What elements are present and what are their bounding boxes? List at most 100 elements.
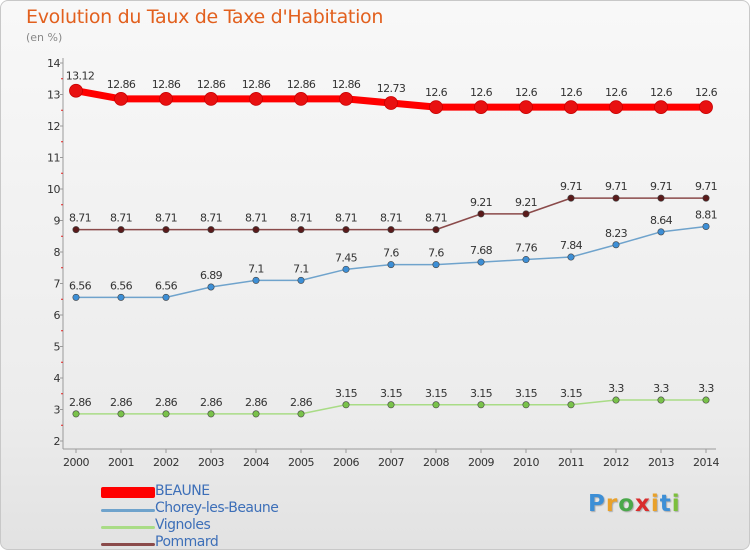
data-point-pommard — [522, 210, 530, 218]
data-point-vignoles — [207, 410, 215, 418]
proxiti-logo: Proxiti — [588, 491, 681, 517]
data-label-pommard: 8.71 — [200, 212, 222, 225]
data-label-pommard: 8.71 — [290, 212, 312, 225]
data-point-beaune — [429, 100, 443, 114]
legend-swatch — [101, 526, 155, 529]
logo-letter: i — [671, 491, 681, 517]
data-point-pommard — [657, 194, 665, 202]
data-label-vignoles: 3.3 — [653, 382, 669, 395]
data-label-chorey-les-beaune: 7.6 — [428, 247, 444, 260]
data-point-pommard — [162, 226, 170, 234]
data-label-vignoles: 2.86 — [155, 396, 178, 409]
data-point-beaune — [609, 100, 623, 114]
data-point-chorey-les-beaune — [162, 293, 170, 301]
data-point-chorey-les-beaune — [522, 256, 530, 264]
data-point-chorey-les-beaune — [432, 261, 440, 269]
logo-letter: P — [588, 491, 606, 517]
data-label-vignoles: 3.15 — [515, 387, 538, 400]
data-label-beaune: 12.86 — [332, 78, 361, 91]
data-point-beaune — [339, 92, 353, 106]
x-tick-label: 2009 — [468, 456, 494, 469]
data-point-beaune — [519, 100, 533, 114]
data-point-pommard — [207, 226, 215, 234]
y-tick-label: 7 — [54, 278, 61, 291]
logo-letter: r — [605, 491, 619, 517]
y-tick-label: 14 — [47, 57, 60, 70]
data-label-vignoles: 3.15 — [470, 387, 493, 400]
data-point-beaune — [69, 83, 83, 98]
data-point-vignoles — [297, 410, 305, 418]
y-tick-label: 11 — [47, 152, 60, 165]
data-label-vignoles: 3.15 — [335, 387, 358, 400]
logo-letter: x — [635, 491, 651, 517]
data-label-beaune: 12.6 — [560, 86, 583, 99]
data-point-vignoles — [432, 401, 440, 409]
y-tick-label: 2 — [54, 435, 61, 448]
data-label-chorey-les-beaune: 7.68 — [470, 244, 493, 257]
data-label-pommard: 9.71 — [650, 180, 672, 193]
data-point-vignoles — [477, 401, 485, 409]
data-label-chorey-les-beaune: 8.81 — [695, 208, 717, 221]
y-tick-label: 4 — [54, 372, 61, 385]
data-label-pommard: 8.71 — [425, 212, 447, 225]
data-point-chorey-les-beaune — [72, 293, 80, 301]
x-tick-label: 2010 — [513, 456, 539, 469]
data-point-vignoles — [72, 410, 80, 418]
data-point-pommard — [387, 226, 395, 234]
data-label-pommard: 8.71 — [245, 212, 267, 225]
data-label-vignoles: 2.86 — [110, 396, 133, 409]
logo-letter: i — [650, 491, 660, 517]
legend-label: Pommard — [155, 534, 219, 550]
data-label-beaune: 12.6 — [515, 86, 538, 99]
data-point-pommard — [702, 194, 710, 202]
data-point-chorey-les-beaune — [117, 293, 125, 301]
data-labels: 2.86 2.86 2.86 2.86 2.86 2.86 3.15 3.15 3.15 3.15… — [66, 70, 718, 409]
data-point-vignoles — [567, 401, 575, 409]
data-label-beaune: 12.86 — [107, 78, 136, 91]
data-label-chorey-les-beaune: 7.45 — [335, 251, 358, 264]
data-point-pommard — [342, 226, 350, 234]
data-label-beaune: 12.6 — [650, 86, 673, 99]
data-point-beaune — [654, 100, 668, 114]
data-label-vignoles: 2.86 — [290, 396, 313, 409]
y-tick-label: 3 — [54, 404, 61, 417]
legend-swatch — [101, 509, 155, 512]
data-point-vignoles — [702, 396, 710, 404]
y-tick-label: 9 — [54, 215, 61, 228]
x-tick-label: 2007 — [378, 456, 404, 469]
data-label-vignoles: 3.15 — [380, 387, 403, 400]
data-label-pommard: 8.71 — [155, 212, 177, 225]
chart-title: Evolution du Taux de Taxe d'Habitation — [26, 6, 384, 28]
data-point-vignoles — [252, 410, 260, 418]
data-label-pommard: 9.71 — [695, 180, 717, 193]
y-tick-label: 6 — [54, 309, 61, 322]
y-tick-label: 13 — [47, 89, 60, 102]
x-tick-label: 2014 — [693, 456, 719, 469]
legend-label: Chorey-les-Beaune — [155, 500, 279, 516]
data-label-vignoles: 3.3 — [608, 382, 624, 395]
data-point-pommard — [432, 226, 440, 234]
data-label-chorey-les-beaune: 6.56 — [110, 279, 133, 292]
data-point-pommard — [567, 194, 575, 202]
data-label-pommard: 9.21 — [515, 196, 537, 209]
data-label-pommard: 8.71 — [335, 212, 357, 225]
data-point-beaune — [114, 92, 128, 106]
data-label-beaune: 12.6 — [425, 86, 448, 99]
data-point-beaune — [294, 92, 308, 106]
data-point-beaune — [384, 96, 398, 110]
data-point-pommard — [117, 226, 125, 234]
data-label-chorey-les-beaune: 6.89 — [200, 269, 223, 282]
data-point-chorey-les-beaune — [657, 228, 665, 236]
data-point-chorey-les-beaune — [207, 283, 215, 291]
legend-label: BEAUNE — [155, 483, 210, 499]
data-label-pommard: 9.21 — [470, 196, 492, 209]
data-point-beaune — [249, 92, 263, 106]
data-label-chorey-les-beaune: 6.56 — [155, 279, 178, 292]
data-point-beaune — [474, 100, 488, 114]
data-label-chorey-les-beaune: 7.76 — [515, 242, 538, 255]
data-label-beaune: 12.6 — [605, 86, 628, 99]
data-label-pommard: 9.71 — [560, 180, 582, 193]
data-label-chorey-les-beaune: 7.1 — [293, 262, 309, 275]
data-label-chorey-les-beaune: 8.23 — [605, 227, 628, 240]
